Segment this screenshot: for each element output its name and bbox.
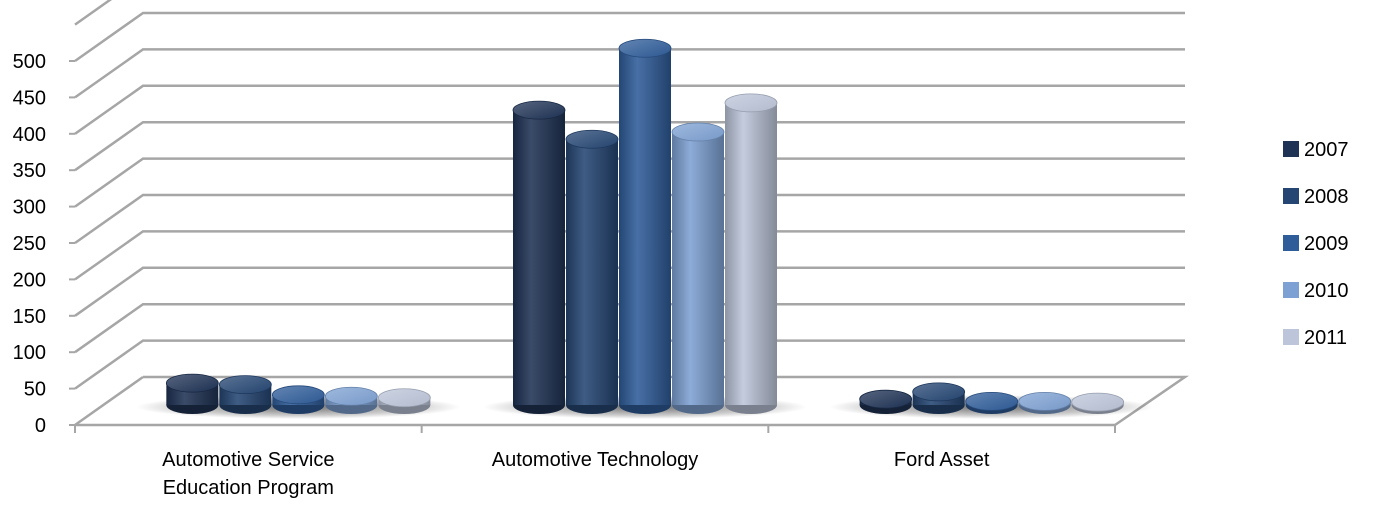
gridline bbox=[74, 230, 1185, 281]
gridline bbox=[74, 11, 1185, 63]
bar-top bbox=[271, 385, 325, 405]
legend-label: 2010 bbox=[1304, 280, 1349, 302]
bar-body bbox=[672, 132, 724, 405]
legend-swatch bbox=[1283, 329, 1299, 345]
bar bbox=[671, 122, 725, 414]
gridline bbox=[74, 266, 1185, 317]
y-tick-label: 0 bbox=[35, 415, 46, 437]
bar bbox=[965, 391, 1019, 414]
x-category-label: Automotive Technology bbox=[492, 449, 698, 471]
legend-item: 2011 bbox=[1283, 327, 1347, 349]
bar-top bbox=[512, 100, 566, 120]
bar-top bbox=[724, 93, 778, 113]
bar bbox=[565, 129, 619, 414]
bar-top bbox=[1071, 392, 1125, 412]
bar bbox=[271, 385, 325, 414]
bar-top bbox=[618, 38, 672, 58]
bar bbox=[165, 373, 219, 414]
gridline bbox=[74, 302, 1185, 354]
y-tick-label: 350 bbox=[13, 160, 46, 182]
bar-top bbox=[965, 391, 1019, 411]
y-tick-label: 150 bbox=[13, 306, 46, 328]
legend-swatch bbox=[1283, 188, 1299, 204]
floor-gridline bbox=[74, 375, 144, 427]
bars bbox=[136, 38, 1154, 419]
bar-top bbox=[165, 373, 219, 393]
y-tick-label: 200 bbox=[13, 269, 46, 291]
gridline bbox=[74, 48, 1185, 99]
gridline bbox=[74, 193, 1185, 245]
bar bbox=[912, 382, 966, 414]
gridline bbox=[74, 84, 1185, 135]
y-tick-label: 100 bbox=[13, 342, 46, 364]
gridline bbox=[74, 157, 1185, 208]
bar-top bbox=[671, 122, 725, 142]
bar bbox=[377, 388, 431, 414]
legend-label: 2008 bbox=[1304, 186, 1349, 208]
legend-label: 2007 bbox=[1304, 139, 1349, 161]
bar bbox=[218, 375, 272, 414]
bar-body bbox=[725, 102, 777, 405]
legend-swatch bbox=[1283, 282, 1299, 298]
bar bbox=[1071, 392, 1125, 414]
y-tick-label: 250 bbox=[13, 233, 46, 255]
legend-label: 2011 bbox=[1304, 327, 1347, 349]
bar bbox=[512, 100, 566, 414]
bar bbox=[859, 389, 913, 414]
bar bbox=[724, 93, 778, 414]
bar bbox=[324, 386, 378, 414]
bar-top bbox=[324, 386, 378, 406]
y-tick-label: 50 bbox=[24, 379, 46, 401]
y-tick-label: 400 bbox=[13, 124, 46, 146]
bar-top bbox=[1018, 391, 1072, 411]
legend-swatch bbox=[1283, 235, 1299, 251]
legend-item: 2007 bbox=[1283, 139, 1349, 161]
x-category-label: Automotive Service Education Program bbox=[162, 449, 334, 499]
bar-body bbox=[513, 110, 565, 405]
y-tick-label: 300 bbox=[13, 197, 46, 219]
gridline bbox=[74, 0, 113, 26]
bar-top bbox=[859, 389, 913, 409]
y-axis: 0 50 100 150 200 250 300 350 400 450 500 bbox=[13, 51, 75, 437]
bar bbox=[618, 38, 672, 414]
grid bbox=[74, 0, 1190, 427]
y-tick-label: 500 bbox=[13, 51, 46, 73]
legend-swatch bbox=[1283, 141, 1299, 157]
y-tick-label: 450 bbox=[13, 87, 46, 109]
bar-body bbox=[566, 139, 618, 405]
bar-top bbox=[565, 129, 619, 149]
bar-body bbox=[619, 48, 671, 405]
legend-item: 2008 bbox=[1283, 186, 1349, 208]
bar-top bbox=[377, 388, 431, 408]
gridline bbox=[74, 120, 1185, 172]
bar bbox=[1018, 391, 1072, 414]
bar-top bbox=[218, 375, 272, 395]
x-category-label: Ford Asset bbox=[894, 449, 990, 471]
legend-label: 2009 bbox=[1304, 233, 1349, 255]
legend-item: 2010 bbox=[1283, 280, 1349, 302]
gridline bbox=[74, 339, 1185, 390]
bar-top bbox=[912, 382, 966, 402]
x-axis: Automotive Service Education Program Autom… bbox=[74, 423, 1116, 499]
legend-item: 2009 bbox=[1283, 233, 1349, 255]
legend: 2007 2008 2009 2010 2011 bbox=[1283, 139, 1349, 349]
